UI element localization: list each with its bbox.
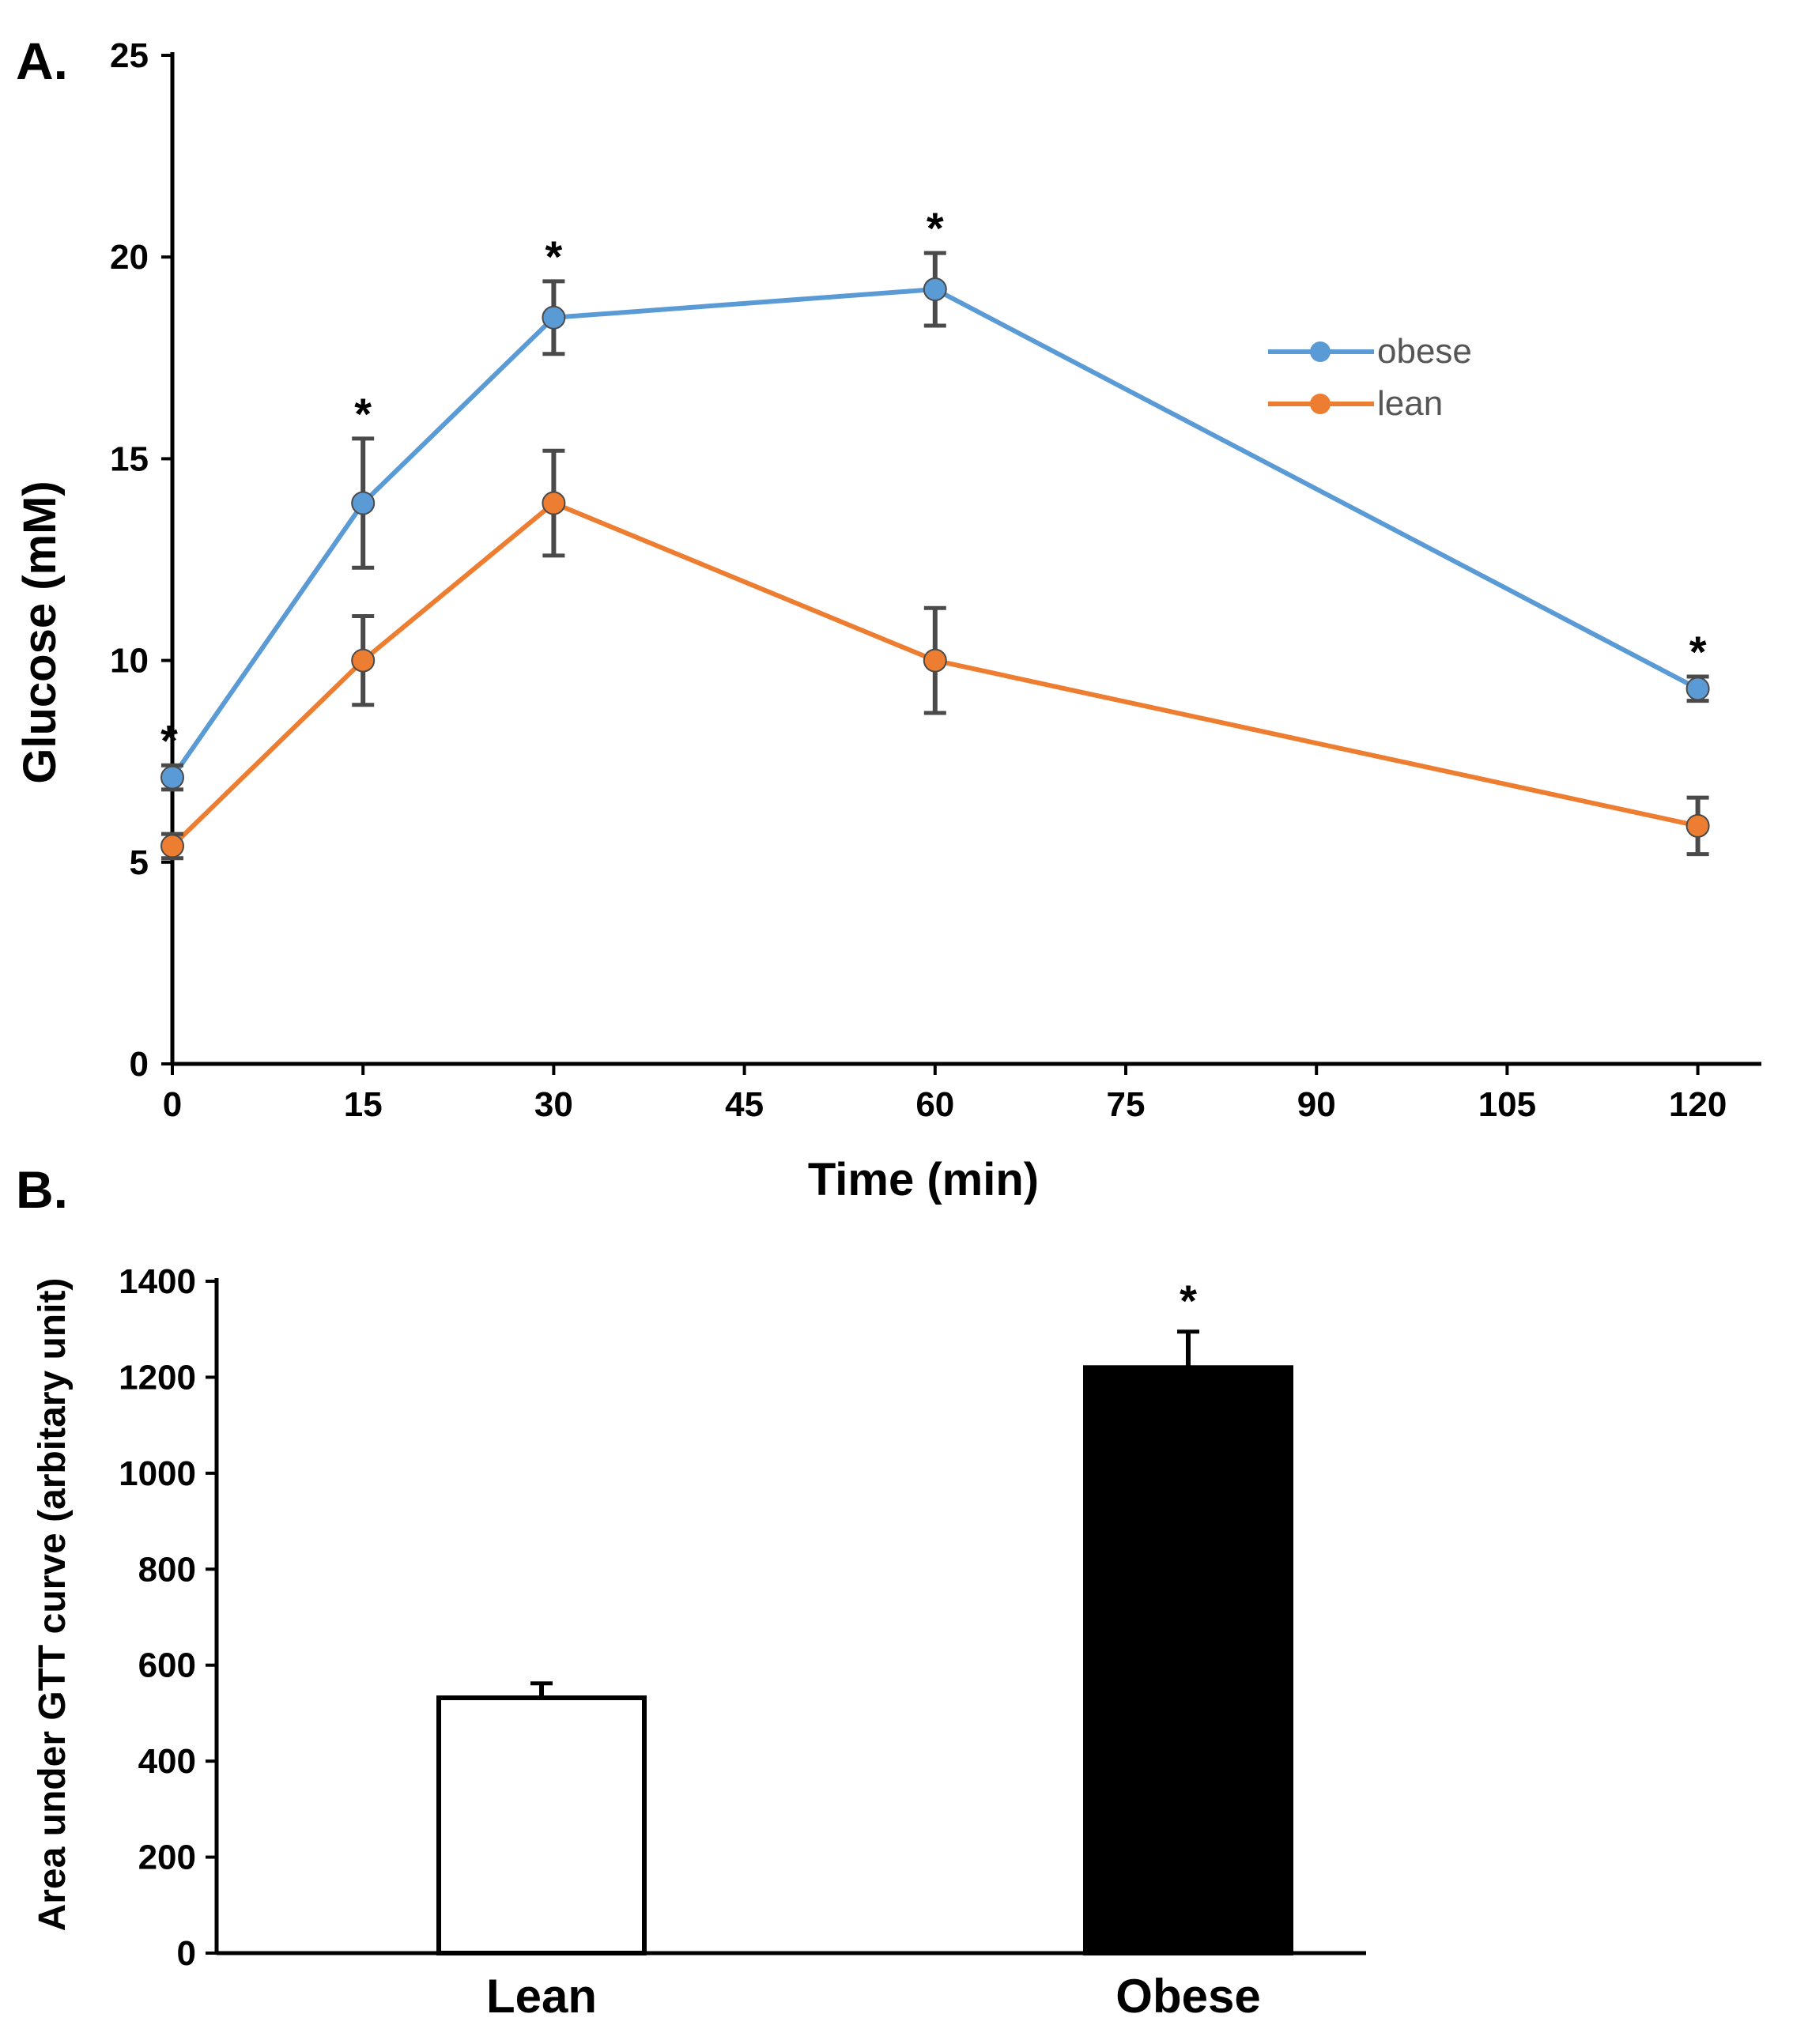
chart-b-bars: * bbox=[436, 1276, 1293, 1956]
series-obese-significance-marker: * bbox=[545, 232, 563, 281]
chart-a-x-tick-label: 15 bbox=[344, 1085, 383, 1124]
series-obese: * * * * * bbox=[160, 203, 1710, 792]
series-obese-point bbox=[160, 765, 184, 790]
series-lean-point bbox=[160, 834, 184, 858]
bar-lean bbox=[436, 1695, 647, 1955]
legend-swatch-marker bbox=[1310, 394, 1331, 414]
legend-item-lean: lean bbox=[1268, 384, 1443, 423]
chart-b-y-axis-title: Area under GTT curve (arbitary unit) bbox=[32, 1278, 74, 1932]
chart-a-x-ticks: 0 15 30 45 60 75 90 105 120 bbox=[163, 1064, 1727, 1124]
chart-a-x-tick-label: 105 bbox=[1478, 1085, 1536, 1124]
legend-label: obese bbox=[1377, 332, 1472, 371]
series-obese-point bbox=[542, 305, 566, 330]
chart-b-y-ticks: 0 200 400 600 800 1000 1200 1400 bbox=[119, 1262, 217, 1973]
chart-b-y-tick-label: 1400 bbox=[119, 1262, 196, 1301]
chart-b-y-tick-label: 1000 bbox=[119, 1454, 196, 1493]
series-obese-point bbox=[351, 491, 376, 515]
bar-group-obese: * bbox=[1083, 1276, 1293, 1956]
chart-b-categories: Lean Obese bbox=[486, 1970, 1261, 2023]
series-obese-significance-marker: * bbox=[1689, 627, 1707, 677]
legend-label: lean bbox=[1377, 384, 1443, 423]
panel-a-label: A. bbox=[16, 32, 68, 90]
chart-a-x-tick-label: 30 bbox=[534, 1085, 573, 1124]
series-obese-significance-marker: * bbox=[354, 389, 372, 439]
chart-a-x-axis-title: Time (min) bbox=[808, 1154, 1039, 1205]
chart-a-y-tick-label: 0 bbox=[130, 1045, 149, 1084]
chart-b-y-tick-label: 1200 bbox=[119, 1358, 196, 1397]
panel-b-label: B. bbox=[16, 1160, 68, 1219]
series-lean-point bbox=[542, 491, 566, 515]
series-obese-point bbox=[923, 277, 947, 302]
chart-b-y-tick-label: 400 bbox=[138, 1742, 196, 1781]
chart-a-y-tick-label: 10 bbox=[110, 642, 149, 681]
chart-a: A. 0 15 30 45 60 75 90 105 120 0 5 10 15 20 25 * * * ** … bbox=[14, 32, 1761, 1205]
chart-b-category-label: Lean bbox=[486, 1970, 597, 2023]
chart-a-x-tick-label: 90 bbox=[1297, 1085, 1336, 1124]
chart-a-x-tick-label: 60 bbox=[915, 1085, 954, 1124]
series-lean-point bbox=[923, 648, 947, 673]
chart-a-x-tick-label: 45 bbox=[725, 1085, 764, 1124]
chart-a-y-tick-label: 5 bbox=[130, 843, 149, 882]
chart-a-x-tick-label: 75 bbox=[1107, 1085, 1146, 1124]
series-lean-point bbox=[1685, 813, 1710, 838]
chart-a-y-axis-title: Glucose (mM) bbox=[14, 481, 66, 784]
legend-item-obese: obese bbox=[1268, 332, 1472, 371]
chart-a-legend: obese lean bbox=[1268, 332, 1472, 423]
chart-a-series: * * * * * bbox=[160, 203, 1710, 861]
chart-a-y-ticks: 0 5 10 15 20 25 bbox=[110, 36, 172, 1084]
chart-a-y-tick-label: 15 bbox=[110, 439, 149, 478]
chart-b-y-tick-label: 800 bbox=[138, 1550, 196, 1589]
bar-obese bbox=[1083, 1365, 1293, 1956]
series-obese-significance-marker: * bbox=[927, 203, 944, 253]
chart-b-y-tick-label: 600 bbox=[138, 1646, 196, 1685]
bar-group-lean bbox=[436, 1681, 647, 1955]
chart-a-x-tick-label: 0 bbox=[163, 1085, 182, 1124]
series-obese-point bbox=[1685, 677, 1710, 701]
series-lean bbox=[160, 448, 1710, 861]
chart-b: B. 0 200 400 600 800 1000 1200 1400 * Lean Obese… bbox=[16, 1160, 1366, 2023]
chart-a-y-tick-label: 20 bbox=[110, 238, 149, 277]
chart-a-x-tick-label: 120 bbox=[1669, 1085, 1727, 1124]
series-lean-point bbox=[351, 648, 376, 673]
chart-b-category-label: Obese bbox=[1115, 1970, 1260, 2023]
series-obese-significance-marker: * bbox=[160, 715, 178, 765]
chart-a-y-tick-label: 25 bbox=[110, 36, 149, 75]
chart-b-y-tick-label: 200 bbox=[138, 1838, 196, 1877]
chart-b-y-tick-label: 0 bbox=[177, 1934, 196, 1973]
legend-swatch-marker bbox=[1310, 341, 1331, 362]
chart-a-axes bbox=[170, 52, 1761, 1066]
bar-obese-significance-marker: * bbox=[1180, 1276, 1197, 1326]
